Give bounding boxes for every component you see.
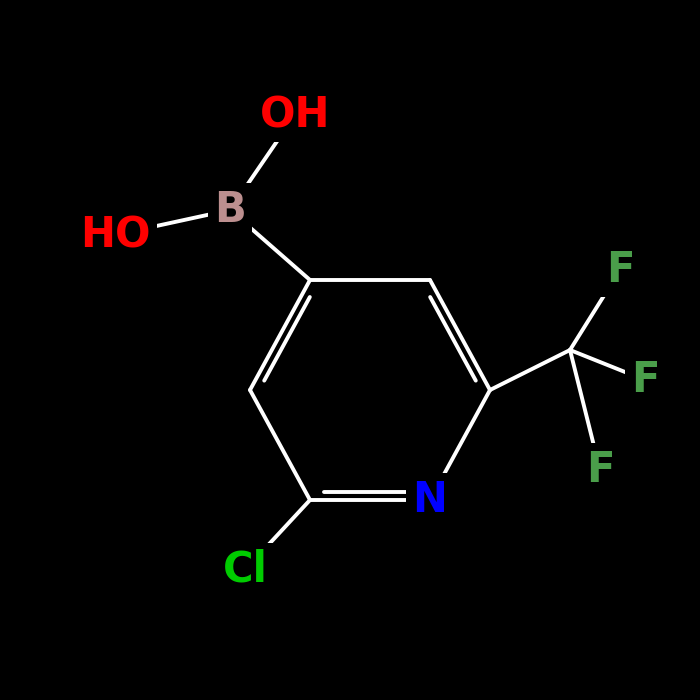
Text: OH: OH: [260, 94, 330, 136]
Text: B: B: [214, 189, 246, 231]
Text: HO: HO: [80, 214, 150, 256]
Text: F: F: [606, 249, 634, 291]
Text: F: F: [631, 359, 659, 401]
Text: Cl: Cl: [223, 549, 267, 591]
Text: N: N: [412, 479, 447, 521]
Text: F: F: [586, 449, 615, 491]
